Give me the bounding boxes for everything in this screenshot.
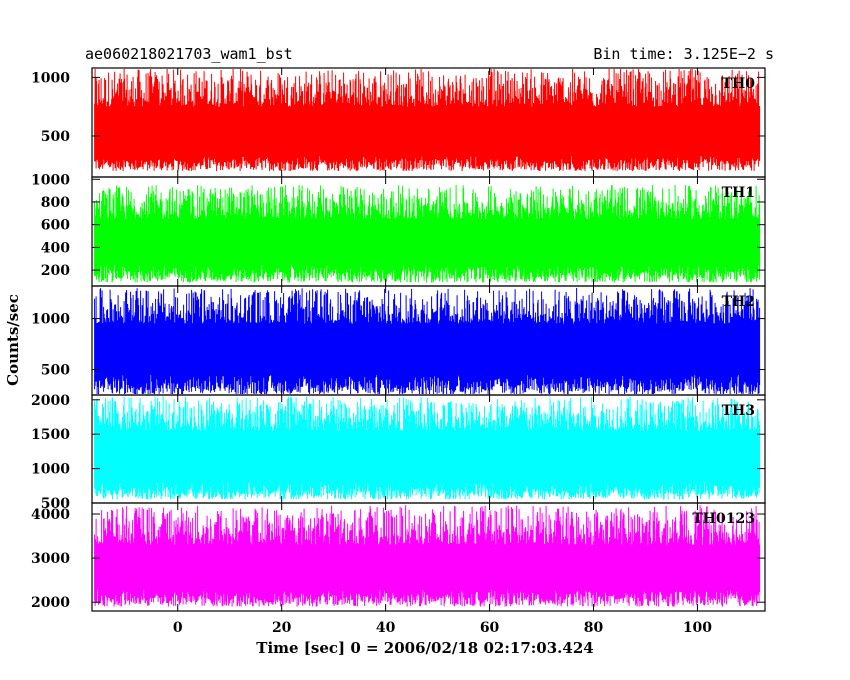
panel-label-th3: TH3	[722, 403, 755, 419]
x-axis-label: Time [sec] 0 = 2006/02/18 02:17:03.424	[256, 639, 594, 657]
x-tick-label: 60	[480, 620, 500, 636]
x-tick-label: 100	[683, 620, 712, 636]
series-th3	[94, 396, 761, 500]
panel-label-th1: TH1	[722, 185, 755, 201]
y-tick-label: 1000	[31, 70, 70, 86]
y-tick-label: 2000	[31, 393, 70, 409]
y-axis-label: Counts/sec	[4, 294, 22, 386]
y-tick-label: 2000	[31, 595, 70, 611]
series-th1	[94, 185, 761, 283]
y-tick-label: 600	[41, 218, 70, 234]
x-tick-label: 0	[173, 620, 183, 636]
y-tick-label: 500	[41, 129, 70, 145]
panel-frame-th0123	[91, 502, 766, 612]
y-tick-label: 1000	[31, 172, 70, 188]
y-tick-label: 800	[41, 195, 70, 211]
y-tick-label: 1000	[31, 462, 70, 478]
y-tick-label: 500	[41, 363, 70, 379]
x-tick-label: 40	[376, 620, 396, 636]
y-tick-label: 400	[41, 240, 70, 256]
y-tick-label: 1500	[31, 427, 70, 443]
y-tick-label: 1000	[31, 312, 70, 328]
panel-label-th0123: TH0123	[692, 511, 755, 527]
y-tick-label: 200	[41, 263, 70, 279]
panel-label-th0: TH0	[722, 76, 756, 92]
y-tick-label: 3000	[31, 551, 70, 567]
series-th2	[94, 288, 761, 394]
x-tick-label: 20	[272, 620, 292, 636]
y-tick-label: 500	[41, 496, 70, 512]
bin-time-label: Bin time: 3.125E−2 s	[593, 45, 774, 63]
chart-title: ae060218021703_wam1_bst	[85, 45, 293, 63]
y-tick-label: 4000	[31, 507, 70, 523]
series-th0123	[94, 505, 761, 607]
series-th0	[94, 69, 761, 172]
panel-label-th2: TH2	[722, 294, 755, 310]
x-tick-label: 80	[584, 620, 604, 636]
